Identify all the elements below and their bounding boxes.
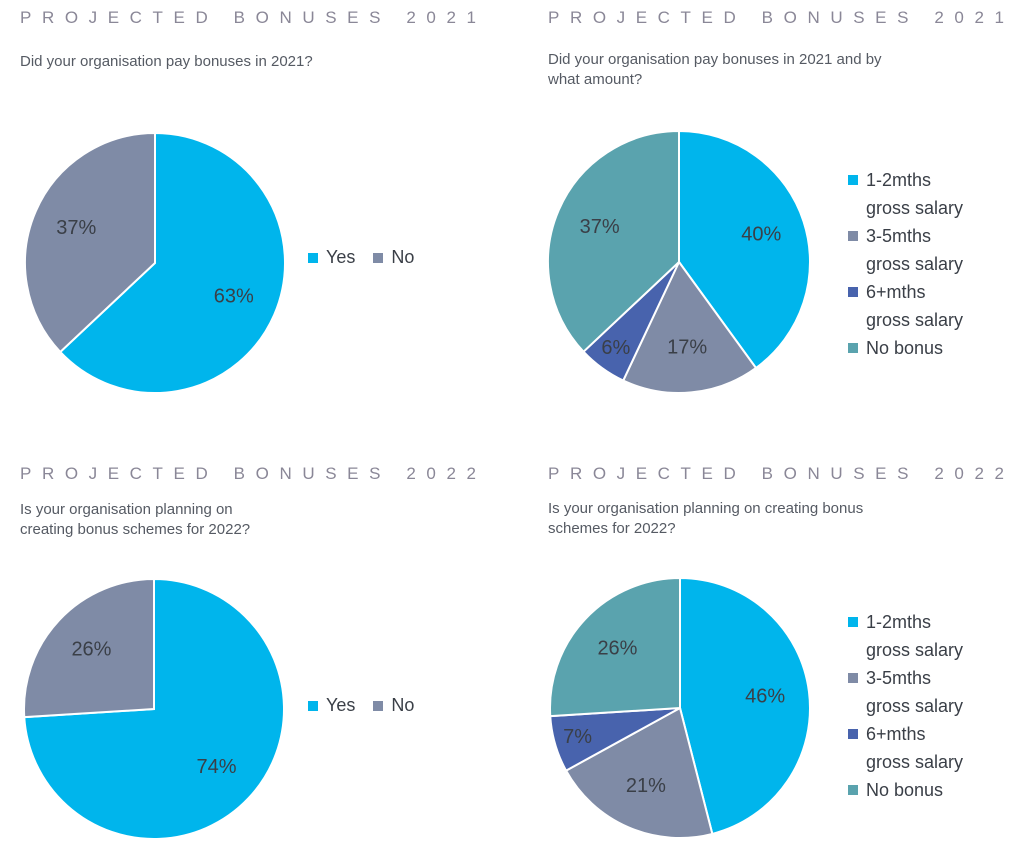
legend-label: Yes	[326, 695, 356, 715]
pie-chart: 46% 21% 7% 26%	[549, 576, 811, 839]
legend-swatch	[848, 785, 858, 795]
slice-label: 17%	[667, 336, 707, 358]
chart-title: PROJECTED BONUSES 2021	[20, 8, 487, 27]
legend-label: No bonus	[866, 338, 944, 358]
legend-item-yes: Yes	[308, 247, 355, 268]
slice-label: 74%	[197, 756, 237, 778]
legend-label: 3-5mths gross salary	[866, 226, 964, 274]
legend-swatch	[848, 343, 858, 353]
legend-swatch	[848, 673, 858, 683]
slice-label: 37%	[56, 217, 96, 239]
legend-item-yes: Yes	[308, 695, 355, 716]
legend-label: 6+mths gross salary	[866, 724, 964, 772]
chart-subtitle: Did your organisation pay bonuses in 202…	[548, 51, 882, 88]
legend-swatch	[848, 617, 858, 627]
legend-label: 3-5mths gross salary	[866, 668, 964, 716]
legend-item-no-bonus: No bonus	[848, 776, 998, 804]
legend-item-3-5mths: 3-5mths gross salary	[848, 222, 998, 278]
legend-item-no: No	[373, 247, 414, 268]
legend: 1-2mths gross salary 3-5mths gross salary …	[848, 608, 998, 804]
legend-swatch	[373, 700, 384, 711]
legend-item-1-2mths: 1-2mths gross salary	[848, 608, 998, 664]
chart-title: PROJECTED BONUSES 2021	[548, 8, 1015, 27]
legend-swatch	[848, 729, 858, 739]
pie-slice	[23, 577, 155, 719]
slice-label: 26%	[597, 638, 637, 660]
legend-swatch	[848, 287, 858, 297]
slice-label: 40%	[741, 224, 781, 246]
legend-swatch	[373, 252, 384, 263]
chart-title: PROJECTED BONUSES 2022	[20, 464, 487, 483]
legend-item-6-plus-mths: 6+mths gross salary	[848, 720, 998, 776]
legend-item-3-5mths: 3-5mths gross salary	[848, 664, 998, 720]
pie-slice	[679, 576, 811, 836]
slice-label: 46%	[745, 686, 785, 708]
pie-slice	[549, 576, 681, 718]
legend-label: No	[391, 247, 415, 267]
legend-label: 1-2mths gross salary	[866, 170, 964, 218]
pie-slice	[547, 129, 680, 354]
pie-chart: 40% 17% 6% 37%	[547, 129, 811, 394]
slice-label: 26%	[71, 639, 111, 661]
legend-item-1-2mths: 1-2mths gross salary	[848, 166, 998, 222]
legend-swatch	[848, 231, 858, 241]
legend: 1-2mths gross salary 3-5mths gross salary …	[848, 166, 998, 362]
pie-slice	[58, 131, 286, 394]
legend-label: No	[391, 695, 415, 715]
slice-label: 21%	[626, 775, 666, 797]
legend-item-no: No	[373, 695, 414, 716]
slice-label: 63%	[214, 285, 254, 307]
legend: Yes No	[308, 247, 432, 268]
pie-chart: 74% 26%	[23, 577, 285, 840]
legend-swatch	[308, 252, 318, 263]
legend-label: Yes	[326, 247, 356, 267]
pie-slice	[24, 131, 156, 354]
pie-slice	[621, 260, 758, 394]
legend-label: No bonus	[866, 780, 944, 800]
pie-chart: 63% 37%	[24, 131, 286, 394]
chart-title: PROJECTED BONUSES 2022	[548, 464, 1015, 483]
legend: Yes No	[308, 695, 432, 716]
chart-subtitle: Is your organisation planning on creatin…	[20, 501, 251, 538]
pie-slice	[564, 706, 714, 839]
legend-label: 1-2mths gross salary	[866, 612, 964, 660]
legend-label: 6+mths gross salary	[866, 282, 964, 330]
slice-label: 6%	[601, 337, 630, 359]
slice-label: 37%	[580, 216, 620, 238]
legend-item-no-bonus: No bonus	[848, 334, 998, 362]
legend-swatch	[308, 700, 318, 711]
pie-slice	[678, 129, 811, 370]
slice-label: 7%	[563, 726, 592, 748]
chart-subtitle: Did your organisation pay bonuses in 202…	[20, 53, 313, 70]
chart-subtitle: Is your organisation planning on creatin…	[548, 500, 864, 537]
legend-swatch	[848, 175, 858, 185]
legend-item-6-plus-mths: 6+mths gross salary	[848, 278, 998, 334]
